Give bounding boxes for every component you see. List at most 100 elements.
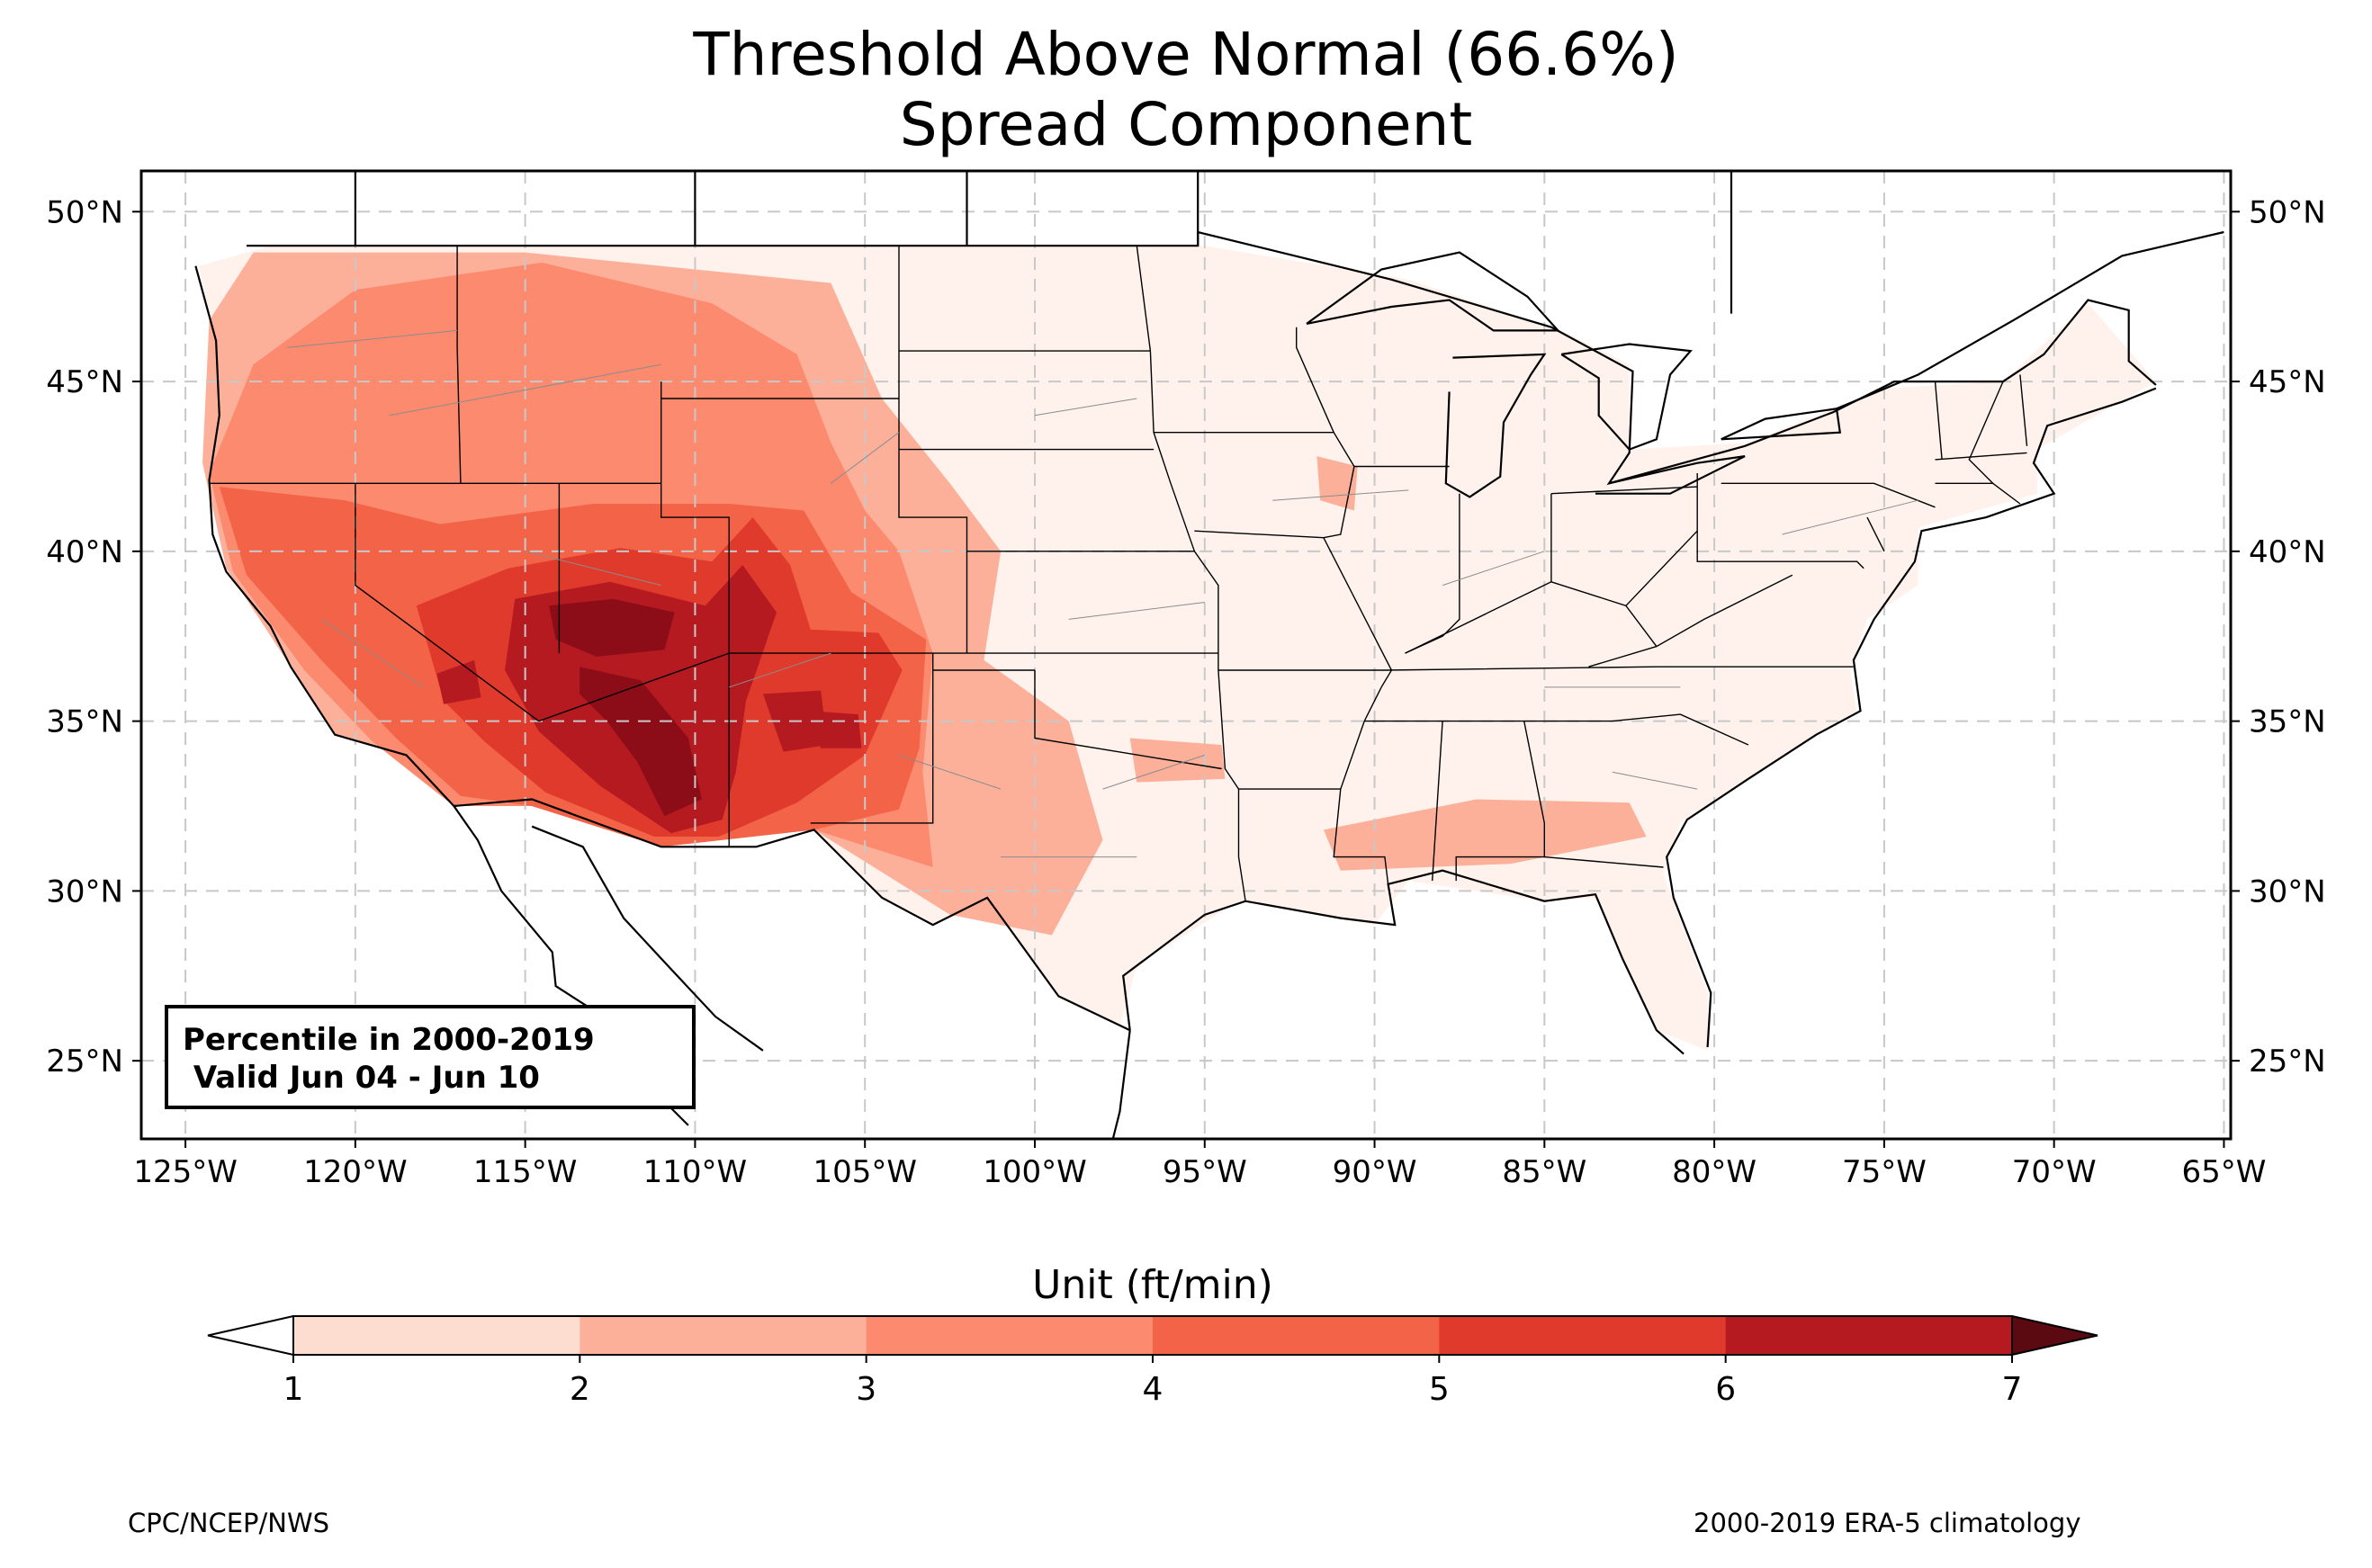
state-boundary <box>1323 537 1393 884</box>
lon-tick-label: 125°W <box>133 1154 238 1190</box>
state-boundary <box>1550 486 1698 495</box>
us-mexico-border <box>454 798 1131 1032</box>
interstate-line <box>831 432 900 484</box>
state-boundary <box>1588 645 1658 668</box>
lon-tick-label: 95°W <box>1163 1154 1247 1190</box>
lat-tick-label-right: 25°N <box>2249 1044 2326 1080</box>
lon-tick-label: 75°W <box>1842 1154 1927 1190</box>
lon-tick-label: 105°W <box>813 1154 917 1190</box>
lon-tick-label: 115°W <box>473 1154 578 1190</box>
lat-tick-label-right: 50°N <box>2249 194 2326 230</box>
colorbar-title: Unit (ft/min) <box>1032 1262 1273 1308</box>
interstate-line <box>1068 602 1205 620</box>
interstate-line <box>1034 398 1137 417</box>
field-level-2-region <box>1316 456 1358 511</box>
state-boundary <box>898 246 968 654</box>
colorbar-tick-label: 5 <box>1429 1371 1450 1408</box>
lat-tick-label-left: 25°N <box>46 1044 123 1080</box>
state-boundary <box>966 551 1246 901</box>
lon-tick-label: 65°W <box>2182 1154 2267 1190</box>
interstate-line <box>1272 489 1409 501</box>
interstate-line <box>1782 499 1918 535</box>
atlantic-coastline <box>1666 387 2157 1048</box>
interstate-line <box>389 363 661 417</box>
lon-tick-label: 85°W <box>1502 1154 1586 1190</box>
interstate-line <box>287 329 458 348</box>
map-panel <box>141 171 2231 1139</box>
colorbar-segment <box>293 1316 580 1355</box>
lat-tick-label-right: 35°N <box>2249 704 2326 740</box>
state-boundary <box>1935 482 2021 505</box>
colorbar-tick-label: 7 <box>2002 1371 2023 1408</box>
lon-tick-label: 100°W <box>983 1154 1087 1190</box>
info-box: Percentile in 2000-2019 Valid Jun 04 - J… <box>165 1005 696 1109</box>
state-boundary <box>456 246 462 484</box>
colorbar: 1 2 3 4 5 6 7 Unit (ft/min) <box>207 1262 2098 1408</box>
footer-climatology: 2000-2019 ERA-5 climatology <box>1694 1508 2081 1538</box>
axis-ticks: 25°N 25°N 30°N 30°N 35°N 35°N 40°N 40°N 45°N 45°N… <box>46 194 2325 1190</box>
coastlines-and-borders <box>194 171 2224 1139</box>
map-title: Threshold Above Normal (66.6%) <box>693 20 1679 89</box>
lat-tick-label-left: 50°N <box>46 194 123 230</box>
great-lakes-erie <box>1595 455 1746 495</box>
state-boundary <box>1721 482 1936 508</box>
state-boundary <box>1364 713 1749 746</box>
interstate-line <box>898 754 1002 790</box>
great-lakes-superior <box>1306 251 1560 332</box>
colorbar-segment <box>580 1316 867 1355</box>
lat-tick-label-left: 30°N <box>46 874 123 909</box>
state-boundary <box>355 483 540 722</box>
pacific-coastline <box>194 265 455 807</box>
field-level-2-region <box>1323 799 1647 871</box>
field-level-7-region <box>549 598 675 657</box>
interstate-line <box>1102 754 1205 790</box>
state-boundary <box>1034 670 1222 770</box>
state-boundary <box>1154 432 1355 539</box>
state-boundary <box>1935 452 2027 461</box>
info-box-line-1: Percentile in 2000-2019 <box>183 1022 595 1058</box>
state-boundary <box>1544 856 1664 868</box>
spread-field <box>199 246 2156 1051</box>
colorbar-tick-label: 2 <box>570 1371 590 1408</box>
interstate-line <box>729 652 831 688</box>
colorbar-tick-label: 1 <box>283 1371 304 1408</box>
us-canada-border <box>247 230 2157 486</box>
state-boundary <box>1696 473 1864 569</box>
field-level-2-region <box>1129 738 1226 783</box>
footer-credit: CPC/NCEP/NWS <box>128 1508 330 1538</box>
lon-tick-label: 80°W <box>1672 1154 1757 1190</box>
state-boundary <box>660 381 967 654</box>
interstate-line <box>320 618 424 688</box>
st-lawrence <box>1836 230 2224 410</box>
colorbar-tick-label: 3 <box>856 1371 876 1408</box>
state-boundary <box>1405 581 1552 654</box>
colorbar-segment <box>1439 1316 1727 1355</box>
colorbar-tick-label: 6 <box>1715 1371 1736 1408</box>
colorbar-over-arrow <box>2011 1314 2098 1357</box>
state-boundary <box>1295 327 1334 433</box>
interstate-line <box>525 551 661 587</box>
mexico-gulf-coast <box>1111 1030 1131 1139</box>
lat-tick-label-right: 45°N <box>2249 364 2326 400</box>
great-lakes-huron <box>1560 343 1693 451</box>
state-boundary <box>2019 374 2028 446</box>
info-box-line-2: Valid Jun 04 - Jun 10 <box>183 1060 540 1096</box>
state-boundary <box>1432 721 1443 882</box>
state-boundary <box>810 653 934 824</box>
field-level-7-region <box>580 667 702 817</box>
field-level-6-region <box>436 659 481 704</box>
state-boundary <box>1625 530 1698 606</box>
state-boundary <box>1934 381 1943 460</box>
lon-tick-label: 70°W <box>2012 1154 2097 1190</box>
state-boundary <box>1866 516 1885 552</box>
interstate-line <box>1612 771 1698 790</box>
state-boundary <box>538 652 730 722</box>
lon-tick-label: 110°W <box>643 1154 748 1190</box>
great-lakes-michigan <box>1444 353 1547 498</box>
lat-tick-label-left: 40°N <box>46 534 123 570</box>
map-subtitle: Spread Component <box>899 90 1473 159</box>
colorbar-tick-label: 4 <box>1143 1371 1164 1408</box>
lat-tick-label-right: 30°N <box>2249 874 2326 909</box>
colorbar-segment <box>866 1316 1154 1355</box>
